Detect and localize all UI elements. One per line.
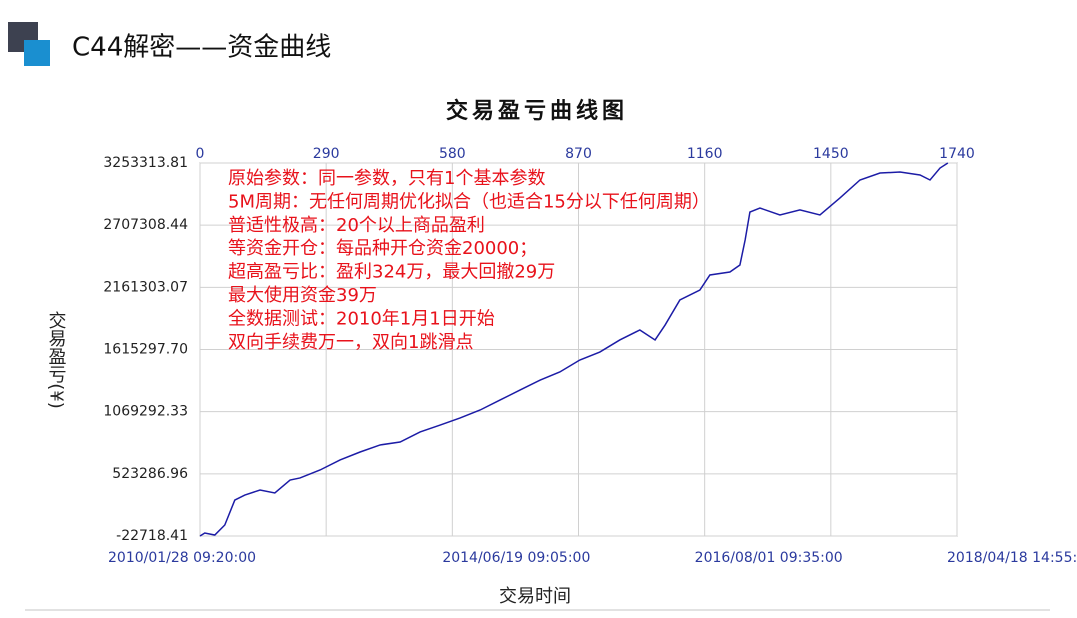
chart-title: 交易盈亏曲线图 [446,98,628,124]
x-axis-label: 交易时间 [499,586,571,607]
y-axis-label: 交易盈亏(¥) [46,311,67,409]
annotation: 全数据测试：2010年1月1日开始 [228,308,495,329]
annotation: 双向手续费万一，双向1跳滑点 [228,332,473,353]
x2-tick-label: 290 [313,146,340,162]
annotation: 普适性极高：20个以上商品盈利 [228,215,485,236]
y-tick-label: 2161303.07 [103,279,188,295]
annotation: 5M周期：无任何周期优化拟合（也适合15分以下任何周期） [228,191,710,212]
y-tick-label: 3253313.81 [103,155,188,171]
x2-tick-label: 580 [439,146,466,162]
x2-tick-label: 870 [565,146,592,162]
annotation: 超高盈亏比：盈利324万，最大回撤29万 [228,262,555,283]
x-tick-label: 2010/01/28 09:20:00 [108,550,256,566]
y-tick-label: 2707308.44 [103,217,188,233]
annotation: 原始参数：同一参数，只有1个基本参数 [228,168,545,189]
x-tick-label: 2014/06/19 09:05:00 [442,550,590,566]
x2-tick-label: 0 [196,146,205,162]
x2-tick-label: 1740 [939,146,975,162]
equity-line [199,162,949,537]
x-tick-label: 2016/08/01 09:35:00 [695,550,843,566]
x2-tick-label: 1450 [813,146,849,162]
y-tick-label: -22718.41 [116,528,188,544]
y-tick-label: 523286.96 [112,466,188,482]
y-tick-label: 1615297.70 [103,342,188,358]
annotation: 等资金开仓：每品种开仓资金20000； [228,238,537,259]
y-tick-label: 1069292.33 [103,404,188,420]
slide-title: C44解密——资金曲线 [72,33,331,63]
annotation: 最大使用资金39万 [228,285,377,306]
x2-tick-label: 1160 [687,146,723,162]
x-tick-label: 2018/04/18 14:55:00 [947,550,1077,566]
icon-blue [24,40,50,66]
